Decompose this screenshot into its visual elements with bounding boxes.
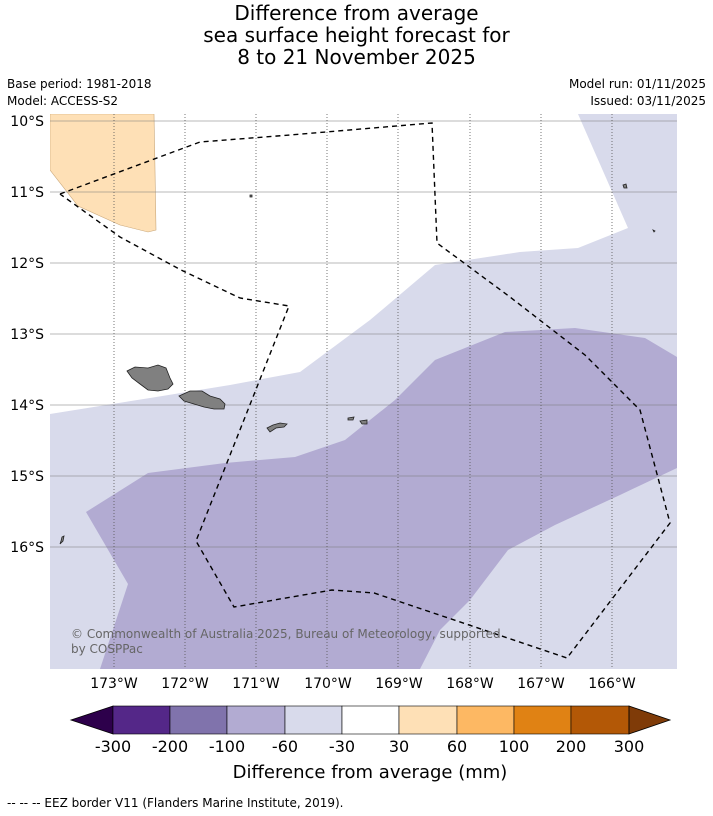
anomaly-region-neg100-neg60 xyxy=(86,328,677,669)
colorbar-bin-5 xyxy=(341,705,400,735)
colorbar-bin-7 xyxy=(456,705,515,735)
lon-label-172w: 172°W xyxy=(161,676,209,692)
lat-label-12s: 12°S xyxy=(10,256,44,272)
colorbar xyxy=(69,705,672,735)
colorbar-bin-1 xyxy=(112,705,171,735)
colorbar-tick-9: 200 xyxy=(556,737,587,756)
colorbar-tick-7: 60 xyxy=(447,737,467,756)
base-period: Base period: 1981-2018 xyxy=(7,77,152,91)
island-upolu xyxy=(178,390,226,410)
island-manua-2 xyxy=(359,419,368,425)
island-small-east xyxy=(652,229,656,233)
eez-legend: -- -- -- EEZ border V11 (Flanders Marine… xyxy=(7,796,344,810)
island-manua-1 xyxy=(347,416,355,421)
map-gridlines xyxy=(50,114,677,669)
copyright-line-1: © Commonwealth of Australia 2025, Bureau… xyxy=(71,627,501,641)
lat-label-13s: 13°S xyxy=(10,327,44,343)
model-run-date: Model run: 01/11/2025 xyxy=(568,77,706,91)
copyright-line-2: by COSPPac xyxy=(71,642,143,656)
colorbar-bin-3 xyxy=(226,705,286,735)
copyright-notice: © Commonwealth of Australia 2025, Bureau… xyxy=(71,627,501,656)
lon-label-173w: 173°W xyxy=(90,676,138,692)
anomaly-region-pos30-pos60 xyxy=(50,114,157,233)
lat-label-11s: 11°S xyxy=(10,185,44,201)
colorbar-tick-3: -100 xyxy=(209,737,245,756)
lat-label-10s: 10°S xyxy=(10,114,44,130)
issued-date: Issued: 03/11/2025 xyxy=(590,94,706,108)
model-name: Model: ACCESS-S2 xyxy=(7,94,119,108)
lon-label-168w: 168°W xyxy=(446,676,494,692)
colorbar-ticks: -300 -200 -100 -60 -30 30 60 100 200 300 xyxy=(95,737,644,756)
colorbar-extend-low xyxy=(69,705,114,735)
colorbar-bin-2 xyxy=(169,705,228,735)
colorbar-bin-6 xyxy=(398,705,458,735)
title-line-2: sea surface height forecast for xyxy=(203,23,510,47)
colorbar-tick-8: 100 xyxy=(499,737,530,756)
lon-label-169w: 169°W xyxy=(375,676,423,692)
longitude-labels: 173°W 172°W 171°W 170°W 169°W 168°W 167°… xyxy=(90,676,636,692)
lat-label-15s: 15°S xyxy=(10,469,44,485)
island-tokelau xyxy=(622,183,628,189)
island-swains xyxy=(249,194,253,198)
eez-border xyxy=(59,122,671,659)
lon-label-167w: 167°W xyxy=(517,676,565,692)
colorbar-tick-10: 300 xyxy=(614,737,645,756)
island-savaii xyxy=(126,364,174,392)
title-line-3: 8 to 21 November 2025 xyxy=(237,45,476,69)
lat-label-14s: 14°S xyxy=(10,398,44,414)
colorbar-tick-6: 30 xyxy=(389,737,409,756)
latitude-labels: 10°S 11°S 12°S 13°S 14°S 15°S 16°S xyxy=(10,114,44,556)
colorbar-extend-high xyxy=(628,705,672,735)
colorbar-bin-8 xyxy=(513,705,572,735)
lat-label-16s: 16°S xyxy=(10,540,44,556)
colorbar-tick-5: -30 xyxy=(329,737,355,756)
colorbar-bin-4 xyxy=(284,705,343,735)
colorbar-bin-9 xyxy=(570,705,630,735)
island-tutuila xyxy=(266,422,288,433)
lon-label-171w: 171°W xyxy=(232,676,280,692)
map-figure: © Commonwealth of Australia 2025, Bureau… xyxy=(10,114,677,783)
title-line-1: Difference from average xyxy=(234,1,479,25)
lon-label-166w: 166°W xyxy=(588,676,636,692)
colorbar-tick-4: -60 xyxy=(272,737,298,756)
island-small-west xyxy=(59,535,65,545)
colorbar-tick-1: -300 xyxy=(95,737,131,756)
colorbar-tick-2: -200 xyxy=(152,737,188,756)
map-area: © Commonwealth of Australia 2025, Bureau… xyxy=(50,114,677,669)
lon-label-170w: 170°W xyxy=(304,676,352,692)
islands xyxy=(59,183,656,545)
colorbar-title: Difference from average (mm) xyxy=(233,762,508,783)
